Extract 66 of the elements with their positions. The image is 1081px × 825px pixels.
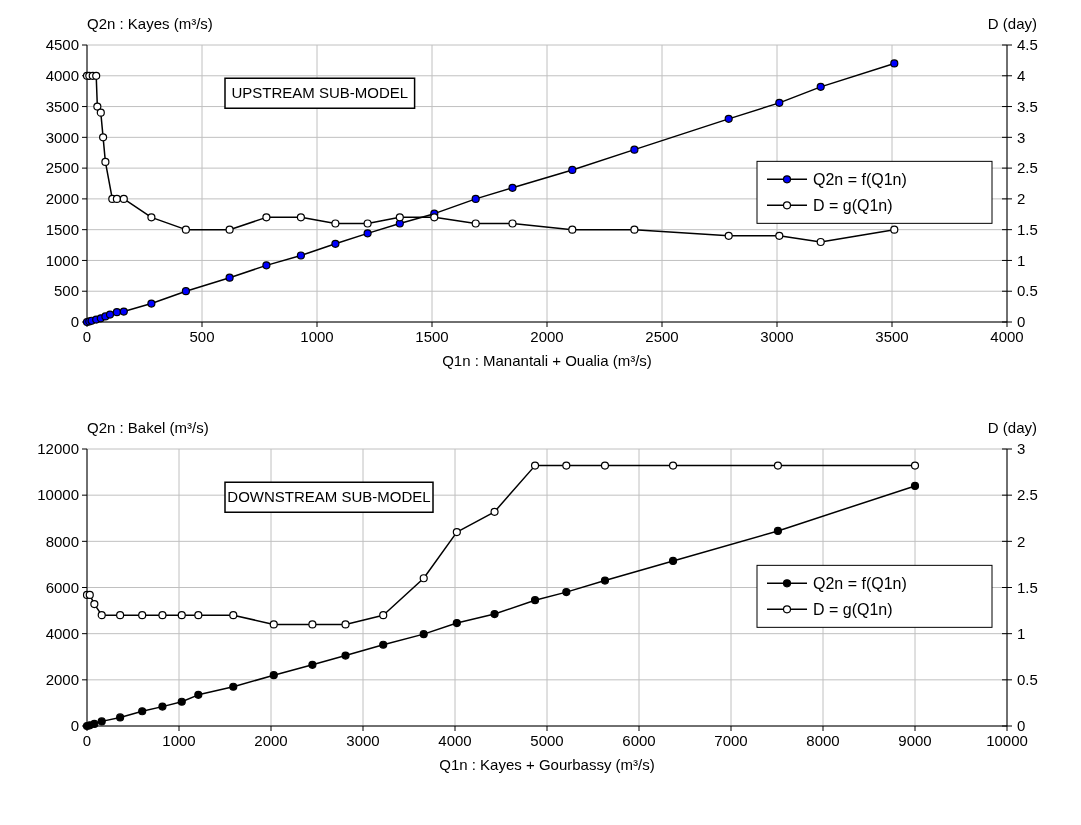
legend-label: Q2n = f(Q1n): [813, 170, 907, 188]
y-tick-label: 1000: [45, 251, 79, 269]
y-tick-label: 500: [53, 282, 79, 300]
y2-tick-label: 3.5: [1017, 97, 1038, 115]
y-tick-label: 6000: [45, 578, 79, 596]
x-tick-label: 1500: [415, 328, 449, 345]
y2-tick-label: 0: [1017, 717, 1026, 735]
x-tick-label: 5000: [530, 732, 564, 749]
x-tick-label: 3000: [760, 328, 794, 345]
y-tick-label: 1500: [45, 220, 79, 238]
y-tick-label: 2000: [45, 190, 79, 208]
x-tick-label: 10000: [986, 732, 1028, 749]
y-axis-title: Q2n : Bakel (m³/s): [87, 419, 209, 436]
x-tick-label: 8000: [806, 732, 840, 749]
y2-tick-label: 2.5: [1017, 486, 1038, 504]
y2-tick-label: 0: [1017, 313, 1026, 331]
x-tick-label: 2000: [530, 328, 564, 345]
x-tick-label: 0: [82, 732, 92, 749]
x-tick-label: 6000: [622, 732, 656, 749]
y-tick-label: 12000: [37, 440, 79, 458]
legend-label: Q2n = f(Q1n): [813, 574, 907, 592]
y-tick-label: 3000: [45, 128, 79, 146]
y-tick-label: 10000: [37, 486, 79, 504]
y-tick-label: 0: [70, 717, 79, 735]
annotation: DOWNSTREAM SUB-MODEL: [227, 488, 431, 506]
y2-axis-title: D (day): [987, 419, 1037, 436]
x-tick-label: 2000: [254, 732, 288, 749]
x-tick-label: 3000: [346, 732, 380, 749]
x-tick-label: 1000: [300, 328, 334, 345]
x-tick-label: 3500: [875, 328, 909, 345]
y2-tick-label: 1: [1017, 624, 1026, 642]
y2-tick-label: 3: [1017, 440, 1026, 458]
x-tick-label: 2500: [645, 328, 679, 345]
x-tick-label: 9000: [898, 732, 932, 749]
y2-tick-label: 2: [1017, 190, 1026, 208]
y-tick-label: 2500: [45, 159, 79, 177]
y2-tick-label: 3: [1017, 128, 1026, 146]
y2-tick-label: 1: [1017, 251, 1026, 269]
annotation: UPSTREAM SUB-MODEL: [231, 84, 409, 102]
y-axis-title: Q2n : Kayes (m³/s): [87, 15, 213, 32]
y2-tick-label: 2.5: [1017, 159, 1038, 177]
y-tick-label: 2000: [45, 671, 79, 689]
x-tick-label: 1000: [162, 732, 196, 749]
legend-label: D = g(Q1n): [813, 196, 893, 214]
y2-tick-label: 4.5: [1017, 36, 1038, 54]
y2-tick-label: 0.5: [1017, 671, 1038, 689]
x-tick-label: 4000: [990, 328, 1024, 345]
y-tick-label: 3500: [45, 97, 79, 115]
y-tick-label: 4000: [45, 67, 79, 85]
y2-axis-title: D (day): [987, 15, 1037, 32]
x-tick-label: 4000: [438, 732, 472, 749]
y-tick-label: 4500: [45, 36, 79, 54]
y-tick-label: 4000: [45, 624, 79, 642]
y2-tick-label: 2: [1017, 532, 1026, 550]
x-axis-title: Q1n : Manantali + Oualia (m³/s): [442, 352, 652, 369]
y2-tick-label: 1.5: [1017, 220, 1038, 238]
x-tick-label: 7000: [714, 732, 748, 749]
y-tick-label: 0: [70, 313, 79, 331]
y-tick-label: 8000: [45, 532, 79, 550]
y2-tick-label: 0.5: [1017, 282, 1038, 300]
y2-tick-label: 4: [1017, 67, 1026, 85]
legend-label: D = g(Q1n): [813, 600, 893, 618]
x-tick-label: 500: [189, 328, 215, 345]
x-axis-title: Q1n : Kayes + Gourbassy (m³/s): [439, 756, 655, 773]
x-tick-label: 0: [82, 328, 92, 345]
y2-tick-label: 1.5: [1017, 578, 1038, 596]
